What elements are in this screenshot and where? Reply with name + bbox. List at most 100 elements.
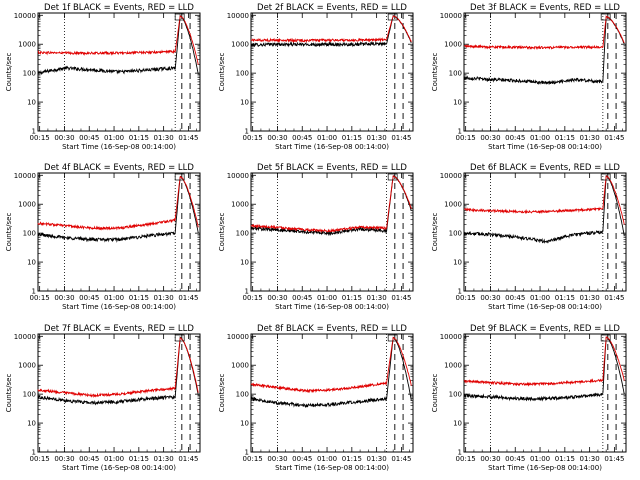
- lld-series-line: [37, 15, 199, 65]
- y-tick-label: 100: [23, 391, 36, 399]
- x-tick-label: 01:00: [104, 294, 124, 302]
- x-tick-label: 01:00: [104, 455, 124, 463]
- detector-panel-9: Det 9f BLACK = Events, RED = LLD 1 10 100 10…: [431, 324, 627, 472]
- x-tick-label: 01:45: [178, 134, 198, 142]
- x-tick-label: 01:30: [580, 455, 600, 463]
- plot-frame: [37, 333, 201, 453]
- y-tick-label: 10000: [227, 172, 249, 180]
- events-series-line: [463, 175, 625, 244]
- detector-panel-3: Det 3f BLACK = Events, RED = LLD 1 10 100 10…: [431, 3, 627, 151]
- x-tick-label: 01:00: [317, 455, 337, 463]
- y-tick-label: 1000: [18, 362, 36, 370]
- x-tick-label: 01:30: [367, 134, 387, 142]
- x-tick-label: 01:45: [178, 455, 198, 463]
- y-tick-label: 10: [240, 420, 249, 428]
- x-tick-label: 00:45: [292, 294, 312, 302]
- x-tick-label: 01:30: [154, 134, 174, 142]
- x-tick-label: 01:00: [530, 134, 550, 142]
- x-tick-label: 01:45: [604, 455, 624, 463]
- y-tick-label: 100: [23, 70, 36, 78]
- y-tick-label: 10: [27, 99, 36, 107]
- y-tick-label: 10: [27, 420, 36, 428]
- y-tick-label: 1: [32, 128, 36, 136]
- x-tick-label: 01:30: [367, 294, 387, 302]
- x-axis-label: Start Time (16-Sep-08 00:14:00): [488, 143, 602, 151]
- y-tick-label: 1: [245, 449, 249, 457]
- x-tick-label: 00:45: [505, 134, 525, 142]
- x-tick-label: 00:15: [30, 134, 50, 142]
- y-tick-label: 10000: [227, 333, 249, 341]
- y-tick-label: 1000: [444, 41, 462, 49]
- events-series-line: [250, 336, 412, 408]
- x-tick-label: 00:30: [267, 294, 287, 302]
- x-tick-label: 01:30: [154, 455, 174, 463]
- x-tick-label: 00:15: [243, 134, 263, 142]
- detector-panel-2: Det 2f BLACK = Events, RED = LLD 1 10 100 10…: [218, 3, 414, 151]
- y-axis-label: Counts/sec: [5, 53, 13, 92]
- events-series-line: [463, 16, 625, 85]
- y-tick-label: 1000: [231, 362, 249, 370]
- x-tick-label: 00:45: [505, 455, 525, 463]
- y-tick-label: 10000: [440, 12, 462, 20]
- y-tick-label: 1: [458, 128, 462, 136]
- x-tick-label: 00:15: [456, 294, 476, 302]
- events-series-line: [37, 14, 199, 76]
- x-axis-label: Start Time (16-Sep-08 00:14:00): [488, 464, 602, 472]
- y-tick-label: 1: [32, 449, 36, 457]
- y-tick-label: 1: [245, 288, 249, 296]
- x-tick-label: 00:15: [243, 455, 263, 463]
- y-axis-label: Counts/sec: [5, 374, 13, 413]
- y-axis-label: Counts/sec: [5, 213, 13, 252]
- x-tick-label: 01:15: [129, 294, 149, 302]
- lld-series-line: [37, 337, 199, 398]
- x-tick-label: 00:30: [480, 134, 500, 142]
- peak-marker-box: [600, 334, 611, 342]
- x-tick-label: 00:45: [79, 294, 99, 302]
- y-tick-label: 10: [453, 420, 462, 428]
- x-tick-label: 01:15: [129, 455, 149, 463]
- x-tick-label: 00:30: [480, 294, 500, 302]
- x-tick-label: 01:15: [555, 294, 575, 302]
- x-axis-label: Start Time (16-Sep-08 00:14:00): [275, 143, 389, 151]
- x-tick-label: 01:45: [391, 455, 411, 463]
- y-axis-label: Counts/sec: [431, 374, 439, 413]
- peak-marker-box: [600, 13, 611, 21]
- y-axis-label: Counts/sec: [431, 53, 439, 92]
- detector-panel-5: Det 5f BLACK = Events, RED = LLD 1 10 100 10…: [218, 163, 414, 311]
- detector-panel-6: Det 6f BLACK = Events, RED = LLD 1 10 100 10…: [431, 163, 627, 311]
- x-tick-label: 01:30: [367, 455, 387, 463]
- peak-marker-box: [174, 334, 185, 342]
- x-tick-label: 01:15: [129, 134, 149, 142]
- detector-panel-4: Det 4f BLACK = Events, RED = LLD 1 10 100 10…: [5, 163, 201, 311]
- y-tick-label: 1000: [444, 362, 462, 370]
- panel-title: Det 9f BLACK = Events, RED = LLD: [470, 324, 620, 334]
- events-series-line: [37, 335, 199, 406]
- x-tick-label: 01:00: [530, 455, 550, 463]
- y-tick-label: 100: [236, 230, 249, 238]
- x-tick-label: 01:30: [580, 294, 600, 302]
- y-tick-label: 10: [27, 259, 36, 267]
- x-tick-label: 01:00: [317, 134, 337, 142]
- x-tick-label: 00:30: [267, 134, 287, 142]
- plot-frame: [463, 172, 627, 292]
- lld-series-line: [37, 175, 199, 231]
- y-tick-label: 1: [32, 288, 36, 296]
- y-tick-label: 1000: [231, 201, 249, 209]
- x-tick-label: 00:15: [456, 455, 476, 463]
- y-tick-label: 1: [245, 128, 249, 136]
- x-tick-label: 00:45: [292, 455, 312, 463]
- y-tick-label: 10: [453, 99, 462, 107]
- plot-frame: [250, 172, 414, 292]
- x-tick-label: 01:00: [104, 134, 124, 142]
- peak-marker-box: [600, 173, 611, 181]
- plot-frame: [250, 12, 414, 132]
- panel-title: Det 8f BLACK = Events, RED = LLD: [257, 324, 407, 334]
- y-tick-label: 100: [236, 391, 249, 399]
- y-tick-label: 10000: [227, 12, 249, 20]
- x-axis-label: Start Time (16-Sep-08 00:14:00): [488, 303, 602, 311]
- panel-title: Det 2f BLACK = Events, RED = LLD: [257, 3, 407, 13]
- peak-marker-box: [174, 173, 185, 181]
- y-tick-label: 10000: [14, 12, 36, 20]
- y-tick-label: 10000: [440, 172, 462, 180]
